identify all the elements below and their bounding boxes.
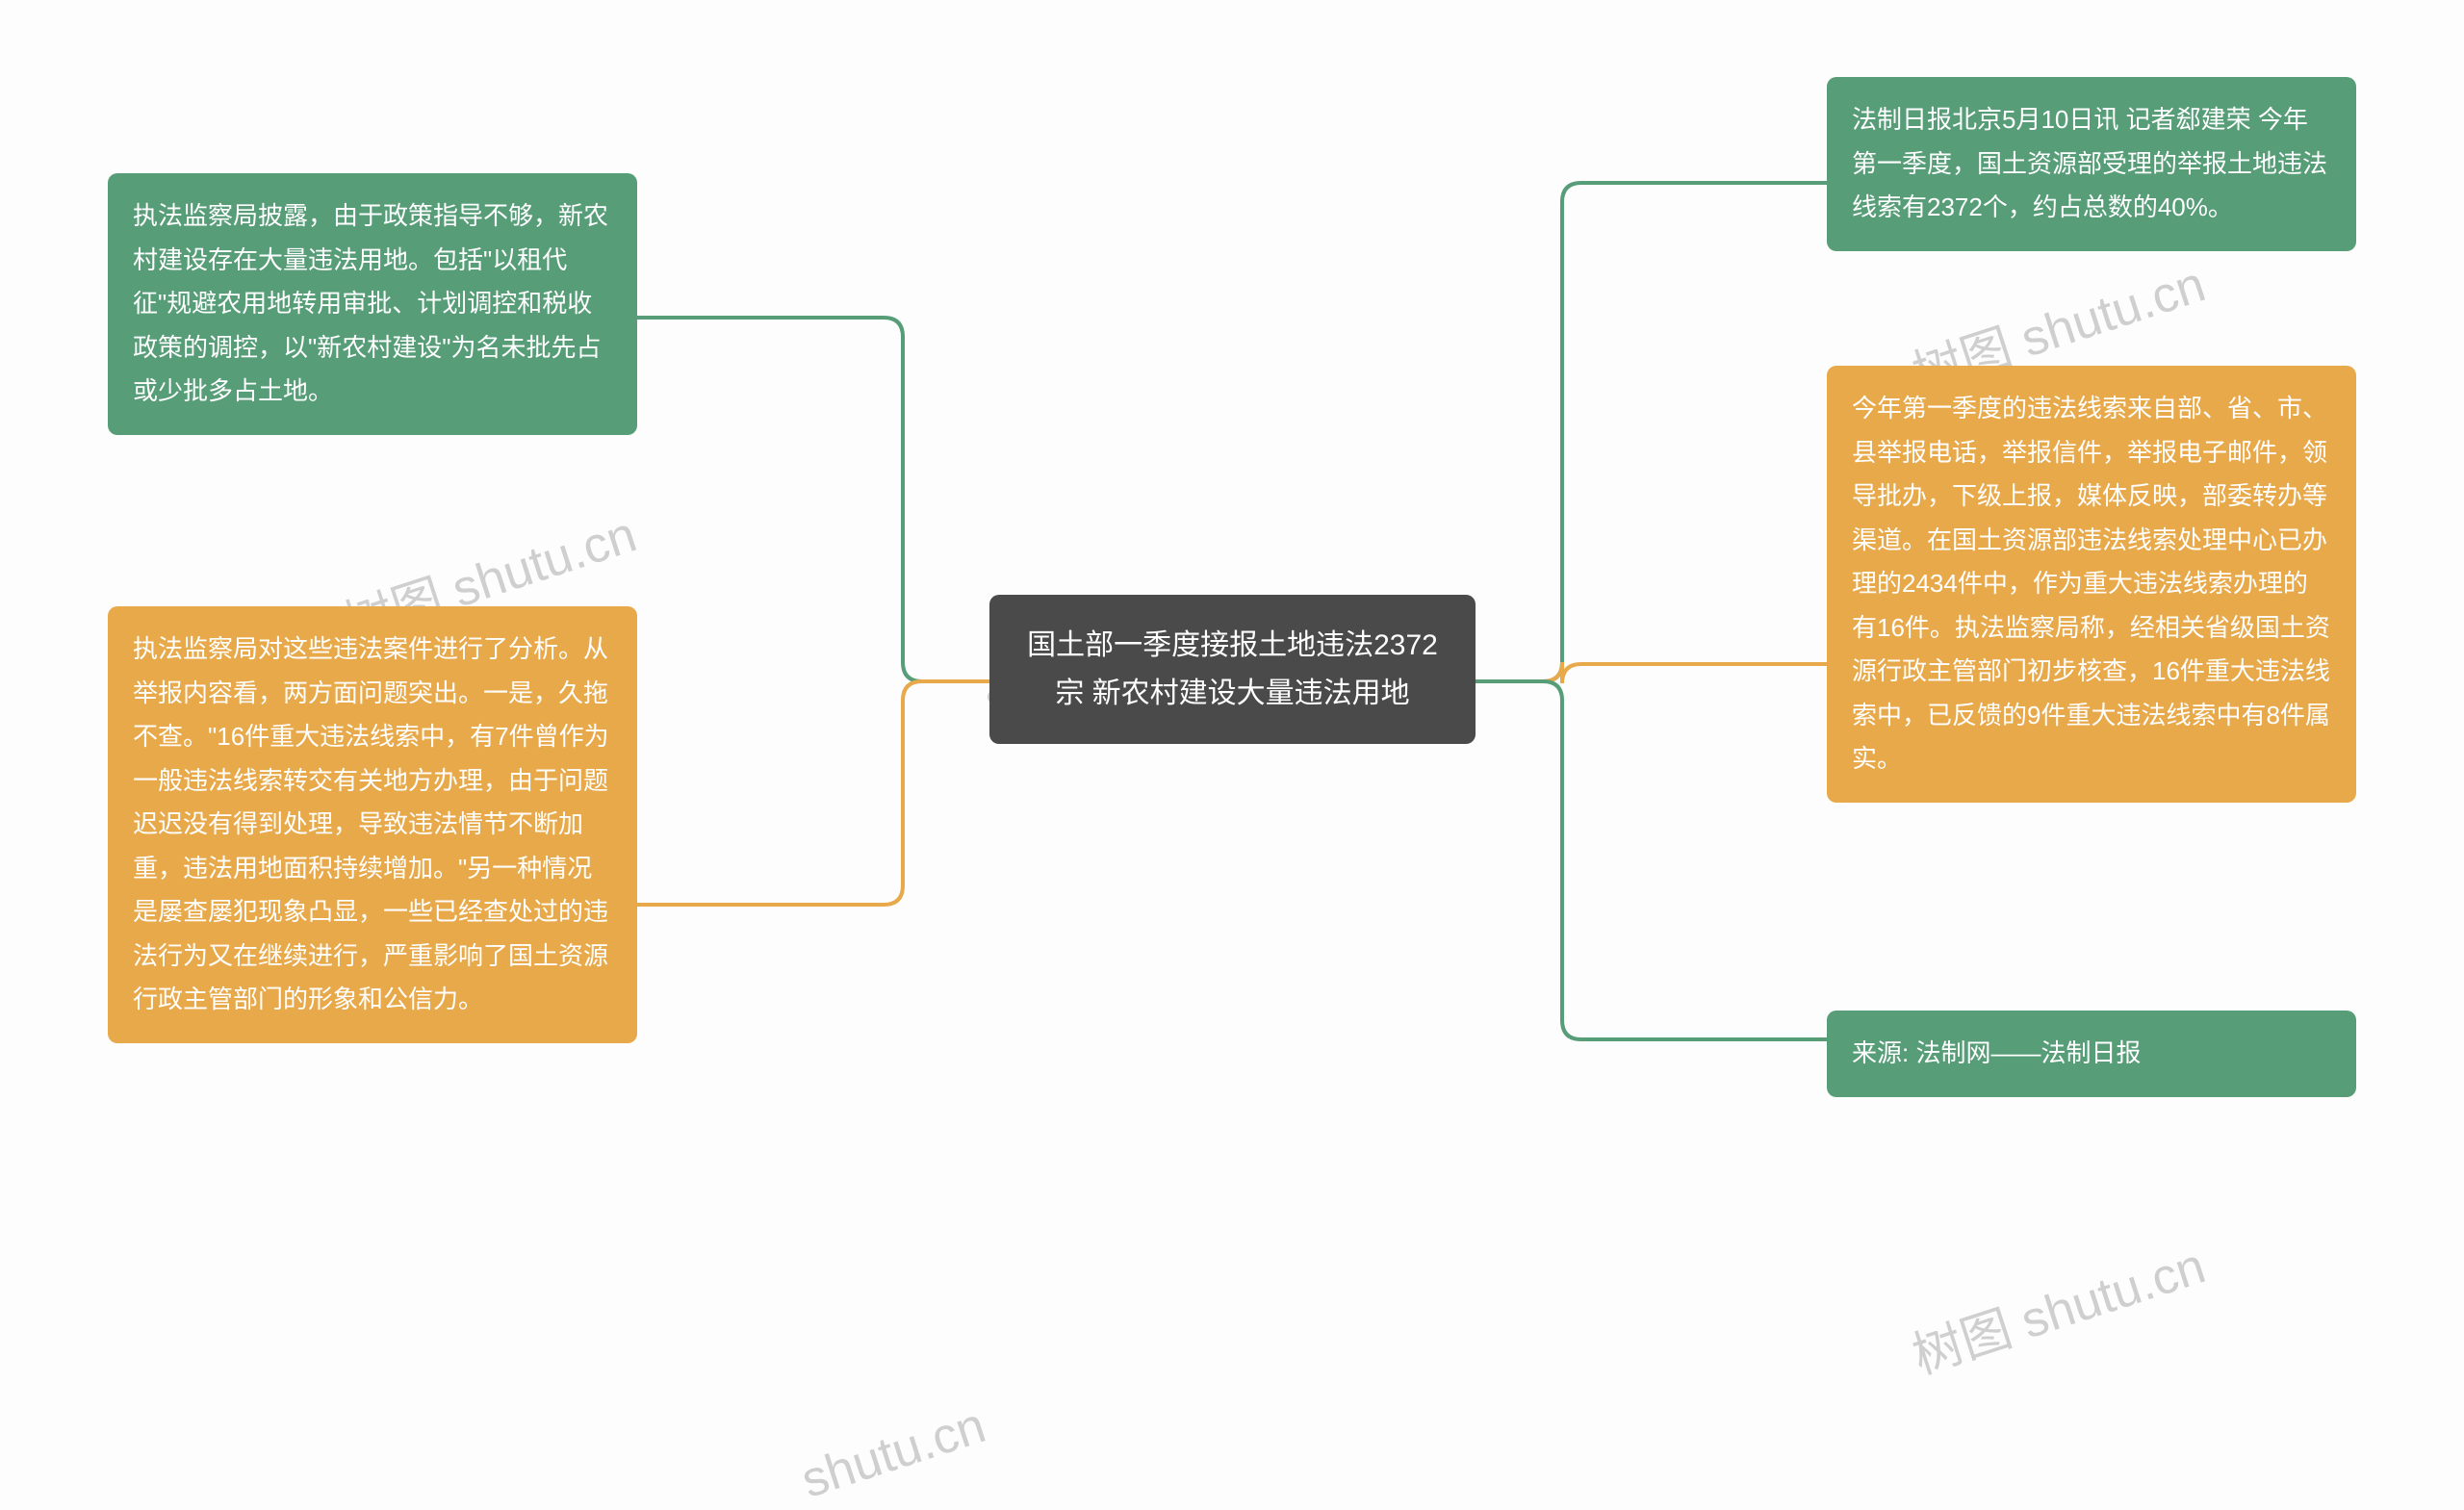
- mindmap-canvas: 树图 shutu.cn树图 shutu.cn树图 shutu.cnshutu.c…: [0, 0, 2464, 1503]
- connector-0: [637, 318, 989, 681]
- watermark-2: 树图 shutu.cn: [1902, 1225, 2213, 1388]
- right-node-2[interactable]: 来源: 法制网——法制日报: [1827, 1011, 2356, 1097]
- connector-3: [1476, 662, 1827, 683]
- left-node-0[interactable]: 执法监察局披露，由于政策指导不够，新农村建设存在大量违法用地。包括"以租代征"规…: [108, 173, 637, 435]
- connector-2: [1476, 183, 1827, 681]
- right-node-1[interactable]: 今年第一季度的违法线索来自部、省、市、县举报电话，举报信件，举报电子邮件，领导批…: [1827, 366, 2356, 803]
- center-node[interactable]: 国土部一季度接报土地违法2372宗 新农村建设大量违法用地: [989, 595, 1476, 744]
- watermark-3: shutu.cn: [795, 1396, 992, 1510]
- connector-1: [637, 681, 989, 905]
- left-node-1[interactable]: 执法监察局对这些违法案件进行了分析。从举报内容看，两方面问题突出。一是，久拖不查…: [108, 606, 637, 1043]
- connector-4: [1476, 681, 1827, 1039]
- right-node-0[interactable]: 法制日报北京5月10日讯 记者郄建荣 今年第一季度，国土资源部受理的举报土地违法…: [1827, 77, 2356, 251]
